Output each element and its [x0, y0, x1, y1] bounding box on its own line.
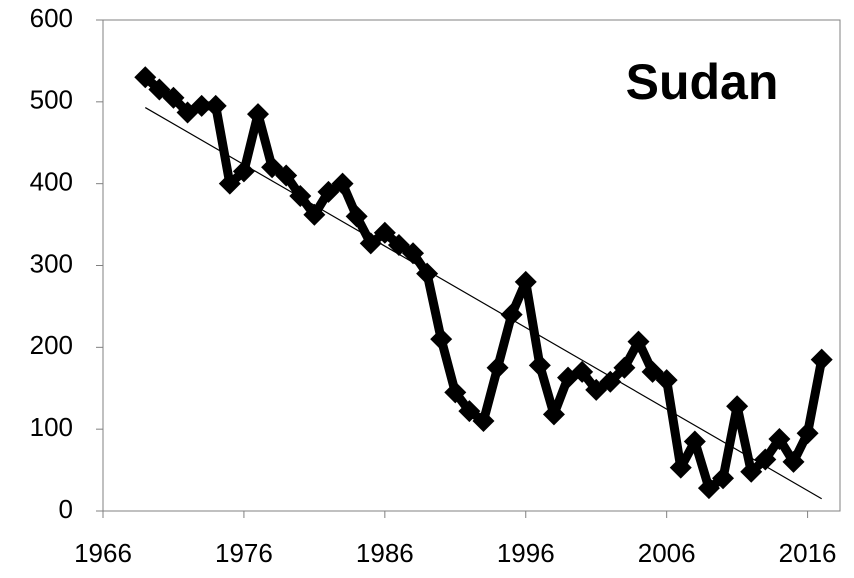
point-marker — [796, 422, 819, 445]
y-tick-label: 300 — [30, 248, 73, 278]
x-tick-label: 2006 — [638, 538, 696, 568]
point-marker — [740, 460, 763, 483]
point-marker — [275, 164, 298, 187]
point-marker — [232, 160, 255, 183]
point-marker — [331, 172, 354, 195]
y-tick-label: 100 — [30, 412, 73, 442]
point-marker — [542, 403, 565, 426]
point-marker — [430, 328, 453, 351]
point-marker — [444, 381, 467, 404]
point-marker — [697, 477, 720, 500]
point-marker — [416, 262, 439, 285]
y-tick-label: 400 — [30, 167, 73, 197]
point-marker — [247, 103, 270, 126]
point-marker — [585, 378, 608, 401]
x-tick-label: 1976 — [215, 538, 273, 568]
point-marker — [641, 360, 664, 383]
point-marker — [669, 456, 692, 479]
x-tick-label: 1966 — [74, 538, 132, 568]
point-marker — [768, 427, 791, 450]
point-marker — [712, 467, 735, 490]
y-tick-label: 200 — [30, 330, 73, 360]
x-tick-label: 1986 — [356, 538, 414, 568]
point-marker — [683, 430, 706, 453]
y-tick-label: 600 — [30, 3, 73, 33]
point-marker — [345, 205, 368, 228]
point-marker — [373, 221, 396, 244]
point-marker — [726, 395, 749, 418]
x-tick-label: 1996 — [497, 538, 555, 568]
point-marker — [655, 369, 678, 392]
trendline — [144, 107, 822, 500]
chart-annotation: Sudan — [626, 54, 779, 110]
point-marker — [148, 78, 171, 101]
point-marker — [571, 360, 594, 383]
point-marker — [627, 330, 650, 353]
point-marker — [458, 400, 481, 423]
point-marker — [134, 66, 157, 89]
point-marker — [500, 303, 523, 326]
point-marker — [528, 354, 551, 377]
point-marker — [162, 86, 185, 109]
point-marker — [190, 94, 213, 117]
point-marker — [303, 203, 326, 226]
point-marker — [402, 242, 425, 265]
point-marker — [387, 234, 410, 257]
point-marker — [599, 370, 622, 393]
x-tick-label: 2016 — [779, 538, 837, 568]
point-marker — [754, 448, 777, 471]
point-marker — [289, 184, 312, 207]
point-marker — [472, 409, 495, 432]
point-marker — [613, 356, 636, 379]
point-marker — [359, 232, 382, 255]
point-marker — [782, 450, 805, 473]
y-tick-label: 0 — [59, 494, 73, 524]
point-marker — [486, 356, 509, 379]
point-marker — [810, 348, 833, 371]
point-marker — [204, 94, 227, 117]
point-marker — [514, 270, 537, 293]
point-marker — [261, 156, 284, 179]
y-tick-label: 500 — [30, 85, 73, 115]
point-marker — [218, 172, 241, 195]
point-marker — [317, 180, 340, 203]
